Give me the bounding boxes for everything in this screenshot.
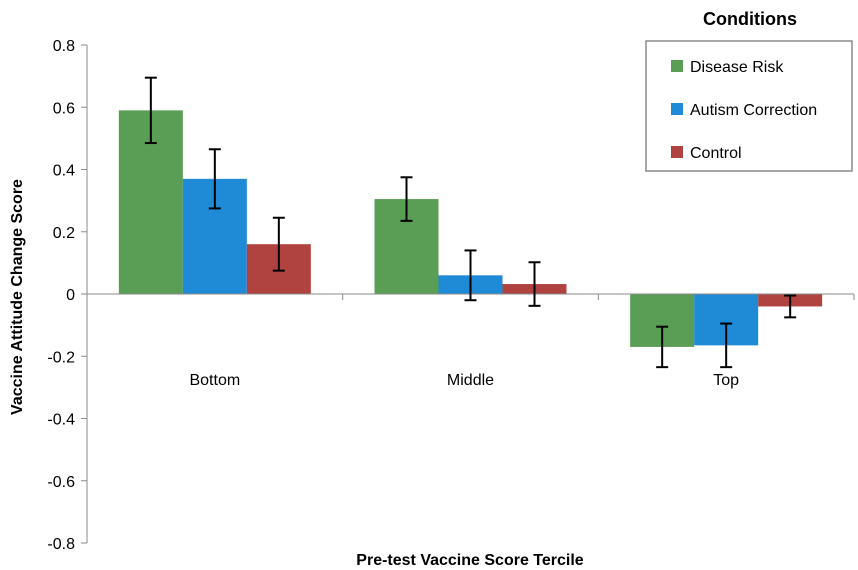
x-axis-title: Pre-test Vaccine Score Tercile [356,552,583,569]
y-tick-label: 0.4 [53,163,75,180]
category-labels: Bottom Middle Top [189,372,739,389]
legend: Disease Risk Autism Correction Control [645,40,853,172]
legend-entry: Autism Correction [690,102,817,119]
y-tick-label: -0.6 [47,474,75,491]
y-tick-label: 0.8 [53,38,75,55]
legend-swatch [671,146,683,158]
y-tick-label: -0.8 [47,536,75,553]
y-tick-label: 0 [66,287,75,304]
legend-swatch [671,103,683,115]
y-axis-title: Vaccine Attitude Change Score [9,179,26,415]
legend-swatch [671,60,683,72]
error-bars [144,76,797,369]
y-tick-label: 0.2 [53,225,75,242]
legend-entry: Control [690,145,742,162]
legend-title: Conditions [703,9,797,29]
legend-entry: Disease Risk [690,59,784,76]
y-tick-label: 0.6 [53,100,75,117]
category-label: Middle [447,372,494,389]
y-tick-label: -0.4 [47,412,75,429]
category-label: Top [713,372,739,389]
category-label: Bottom [189,372,240,389]
y-tick-label: -0.2 [47,349,75,366]
y-tick-labels: 0.8 0.6 0.4 0.2 0 -0.2 -0.4 -0.6 -0.8 [47,38,75,553]
